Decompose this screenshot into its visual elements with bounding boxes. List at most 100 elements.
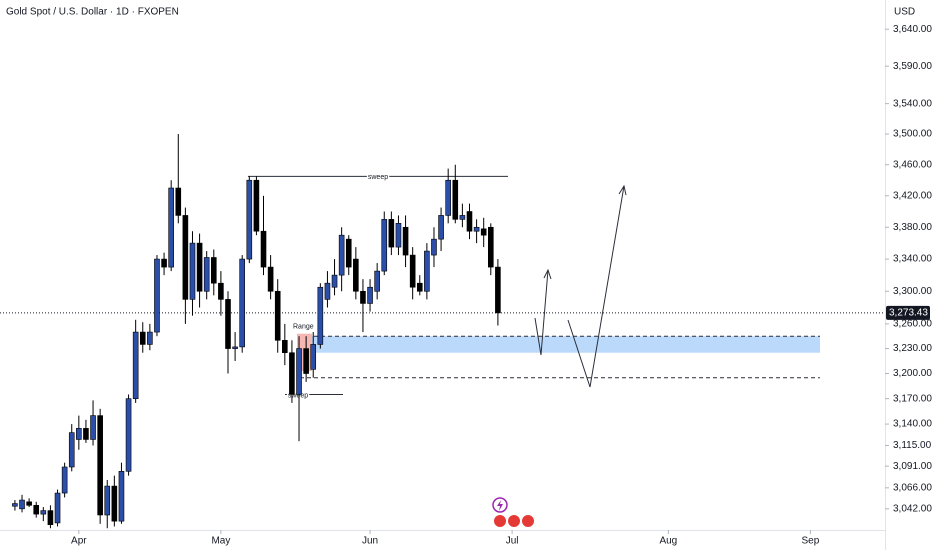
y-tick-label: 3,500.00 xyxy=(893,129,932,140)
y-tick-label: 3,590.00 xyxy=(893,61,932,72)
candle-body xyxy=(381,219,388,272)
candle-body xyxy=(189,242,196,300)
candle-body xyxy=(345,238,352,268)
currency-label: USD xyxy=(894,7,915,18)
candle-body xyxy=(104,485,111,516)
zone xyxy=(312,336,820,353)
candle-body xyxy=(253,179,260,232)
candle-body xyxy=(388,219,395,248)
candle-body xyxy=(175,187,182,216)
candle-body xyxy=(331,274,338,288)
candle-body xyxy=(125,398,132,472)
candle-body xyxy=(416,282,423,292)
candle-body xyxy=(445,179,451,216)
candle-body xyxy=(274,290,281,341)
candle-body xyxy=(367,286,373,304)
x-tick-label: Jun xyxy=(362,536,378,547)
candle-body xyxy=(452,179,459,220)
y-tick-label: 3,340.00 xyxy=(893,254,932,265)
candle-body xyxy=(360,290,366,304)
y-tick-label: 3,460.00 xyxy=(893,159,932,170)
candle-body xyxy=(196,242,203,292)
candle-body xyxy=(324,282,331,300)
flag-icon[interactable] xyxy=(493,514,507,528)
y-tick-label: 3,640.00 xyxy=(893,24,932,35)
candle-body xyxy=(246,179,253,260)
candle-body xyxy=(139,331,146,345)
y-tick-label: 3,540.00 xyxy=(893,98,932,109)
arrow-head xyxy=(543,268,552,280)
x-tick-label: Jul xyxy=(506,536,519,547)
candle-body xyxy=(424,250,430,292)
range-label: Range xyxy=(293,324,314,331)
candle-body xyxy=(395,223,402,248)
x-tick-label: Sep xyxy=(802,536,820,547)
candle-body xyxy=(466,211,473,232)
sweep-label: sweep xyxy=(368,174,388,181)
y-tick-label: 3,140.00 xyxy=(893,419,932,430)
candle-body xyxy=(296,348,302,395)
candle-body xyxy=(317,286,324,345)
arrow-head xyxy=(618,184,627,196)
candle-body xyxy=(33,505,40,515)
arrow-path xyxy=(534,269,549,356)
y-tick-label: 3,380.00 xyxy=(893,222,932,233)
x-tick-label: Aug xyxy=(659,536,677,547)
plot: Range sweep sweep xyxy=(0,134,885,529)
candle-body xyxy=(409,254,416,288)
candle-body xyxy=(210,257,217,284)
candle-body xyxy=(218,282,224,300)
y-tick-label: 3,230.00 xyxy=(893,343,932,354)
arrow-path xyxy=(567,185,625,388)
candle-body xyxy=(480,228,487,236)
lightning xyxy=(497,500,503,511)
candle-body xyxy=(232,346,238,349)
candle-body xyxy=(431,238,437,256)
price-label-bg xyxy=(886,305,930,320)
candle-body xyxy=(97,415,103,516)
candle-body xyxy=(473,226,480,232)
candle-body xyxy=(19,499,25,510)
candle-body xyxy=(90,415,96,440)
candle-body xyxy=(132,331,139,399)
candle-body xyxy=(154,258,160,333)
candle-body xyxy=(76,428,82,440)
candle-body xyxy=(374,270,380,292)
y-tick-label: 3,170.00 xyxy=(893,393,932,404)
chart-title: Gold Spot / U.S. Dollar · 1D · FXOPEN xyxy=(6,7,179,18)
candle-body xyxy=(310,344,317,370)
x-tick-label: Apr xyxy=(71,536,87,547)
candle-body xyxy=(203,257,210,292)
candle-body xyxy=(225,299,231,349)
candle-body xyxy=(282,340,288,354)
y-tick-label: 3,420.00 xyxy=(893,190,932,201)
flag-icon[interactable] xyxy=(507,514,521,528)
y-tick-label: 3,200.00 xyxy=(893,368,932,379)
candle-body xyxy=(61,466,68,494)
label-bg xyxy=(286,392,310,400)
price-label: 3,273.43 xyxy=(889,308,928,319)
candle-body xyxy=(83,428,89,440)
label-bg xyxy=(366,174,390,182)
candle-body xyxy=(12,503,18,507)
candle-body xyxy=(267,266,274,292)
y-tick-label: 3,115.00 xyxy=(893,440,932,451)
sweep-label: sweep xyxy=(288,392,308,399)
candle-body xyxy=(68,432,75,468)
candle-body xyxy=(47,510,54,525)
candle-body xyxy=(338,234,345,276)
candle-body xyxy=(26,501,32,506)
flag-icon[interactable] xyxy=(521,514,535,528)
candle-body xyxy=(40,510,47,515)
candle-body xyxy=(182,215,189,300)
candle-body xyxy=(353,258,359,292)
candle-body xyxy=(118,471,125,522)
candle-body xyxy=(260,230,267,268)
x-tick-label: May xyxy=(211,536,230,547)
y-tick-label: 3,300.00 xyxy=(893,286,932,297)
candle-body xyxy=(487,226,494,268)
y-tick-label: 3,042.00 xyxy=(893,503,932,514)
candle-body xyxy=(111,485,118,522)
